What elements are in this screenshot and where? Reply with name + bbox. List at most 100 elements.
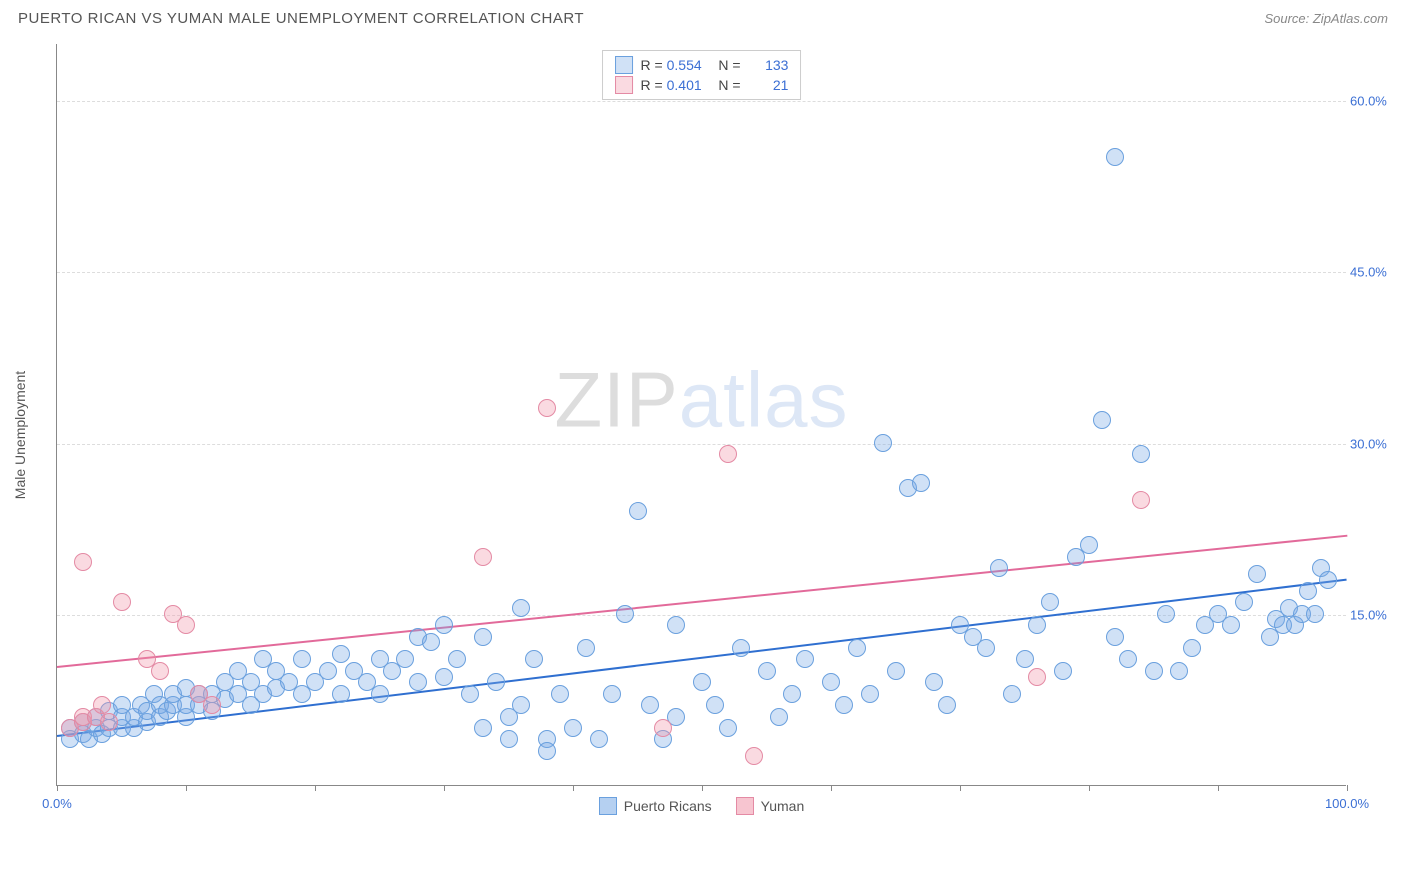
data-point xyxy=(525,650,543,668)
y-tick-label: 60.0% xyxy=(1350,94,1398,109)
legend-label: Yuman xyxy=(761,798,805,814)
data-point xyxy=(1028,668,1046,686)
data-point xyxy=(1157,605,1175,623)
x-tick xyxy=(57,785,58,791)
data-point xyxy=(1093,411,1111,429)
chart-container: Male Unemployment ZIPatlas R = 0.554 N =… xyxy=(48,44,1388,826)
legend-swatch xyxy=(615,76,633,94)
data-point xyxy=(461,685,479,703)
data-point xyxy=(1106,148,1124,166)
data-point xyxy=(151,662,169,680)
x-tick xyxy=(573,785,574,791)
data-point xyxy=(538,399,556,417)
data-point xyxy=(1222,616,1240,634)
data-point xyxy=(74,553,92,571)
data-point xyxy=(770,708,788,726)
chart-title: PUERTO RICAN VS YUMAN MALE UNEMPLOYMENT … xyxy=(18,10,584,27)
x-tick xyxy=(1347,785,1348,791)
data-point xyxy=(113,593,131,611)
data-point xyxy=(203,696,221,714)
data-point xyxy=(1132,491,1150,509)
data-point xyxy=(654,719,672,737)
data-point xyxy=(990,559,1008,577)
data-point xyxy=(371,685,389,703)
data-point xyxy=(1299,582,1317,600)
chart-header: PUERTO RICAN VS YUMAN MALE UNEMPLOYMENT … xyxy=(0,0,1406,33)
gridline xyxy=(57,615,1346,616)
y-tick-label: 45.0% xyxy=(1350,265,1398,280)
data-point xyxy=(1119,650,1137,668)
data-point xyxy=(938,696,956,714)
legend-item: Yuman xyxy=(736,797,805,815)
data-point xyxy=(822,673,840,691)
data-point xyxy=(1235,593,1253,611)
data-point xyxy=(512,696,530,714)
data-point xyxy=(1170,662,1188,680)
data-point xyxy=(564,719,582,737)
x-tick xyxy=(1089,785,1090,791)
data-point xyxy=(1080,536,1098,554)
x-tick xyxy=(186,785,187,791)
legend-swatch xyxy=(736,797,754,815)
x-tick-label: 0.0% xyxy=(42,796,72,811)
data-point xyxy=(848,639,866,657)
data-point xyxy=(551,685,569,703)
legend-item: Puerto Ricans xyxy=(599,797,712,815)
watermark: ZIPatlas xyxy=(554,354,848,445)
data-point xyxy=(1106,628,1124,646)
data-point xyxy=(474,548,492,566)
data-point xyxy=(409,673,427,691)
gridline xyxy=(57,272,1346,273)
stats-row: R = 0.401 N = 21 xyxy=(615,75,789,95)
data-point xyxy=(100,713,118,731)
stats-text: R = 0.554 N = 133 xyxy=(641,57,789,73)
y-tick-label: 30.0% xyxy=(1350,436,1398,451)
data-point xyxy=(396,650,414,668)
data-point xyxy=(512,599,530,617)
data-point xyxy=(706,696,724,714)
x-tick xyxy=(1218,785,1219,791)
data-point xyxy=(1054,662,1072,680)
data-point xyxy=(448,650,466,668)
data-point xyxy=(1028,616,1046,634)
data-point xyxy=(1003,685,1021,703)
data-point xyxy=(422,633,440,651)
data-point xyxy=(1132,445,1150,463)
data-point xyxy=(719,719,737,737)
data-point xyxy=(629,502,647,520)
x-tick xyxy=(960,785,961,791)
data-point xyxy=(1145,662,1163,680)
gridline xyxy=(57,444,1346,445)
data-point xyxy=(641,696,659,714)
data-point xyxy=(693,673,711,691)
data-point xyxy=(732,639,750,657)
plot-area: ZIPatlas R = 0.554 N = 133 R = 0.401 N = … xyxy=(56,44,1346,786)
data-point xyxy=(912,474,930,492)
data-point xyxy=(474,719,492,737)
gridline xyxy=(57,101,1346,102)
data-point xyxy=(758,662,776,680)
data-point xyxy=(435,668,453,686)
watermark-part2: atlas xyxy=(679,355,849,443)
source-attribution: Source: ZipAtlas.com xyxy=(1264,11,1388,26)
data-point xyxy=(474,628,492,646)
data-point xyxy=(487,673,505,691)
data-point xyxy=(796,650,814,668)
data-point xyxy=(603,685,621,703)
data-point xyxy=(887,662,905,680)
correlation-stats-box: R = 0.554 N = 133 R = 0.401 N = 21 xyxy=(602,50,802,100)
legend-label: Puerto Ricans xyxy=(624,798,712,814)
y-tick-label: 15.0% xyxy=(1350,607,1398,622)
data-point xyxy=(1041,593,1059,611)
data-point xyxy=(667,616,685,634)
data-point xyxy=(177,616,195,634)
data-point xyxy=(1248,565,1266,583)
y-axis-title: Male Unemployment xyxy=(12,371,28,499)
data-point xyxy=(616,605,634,623)
data-point xyxy=(319,662,337,680)
data-point xyxy=(500,730,518,748)
data-point xyxy=(861,685,879,703)
series-legend: Puerto Ricans Yuman xyxy=(57,797,1346,815)
x-tick xyxy=(702,785,703,791)
data-point xyxy=(1319,571,1337,589)
